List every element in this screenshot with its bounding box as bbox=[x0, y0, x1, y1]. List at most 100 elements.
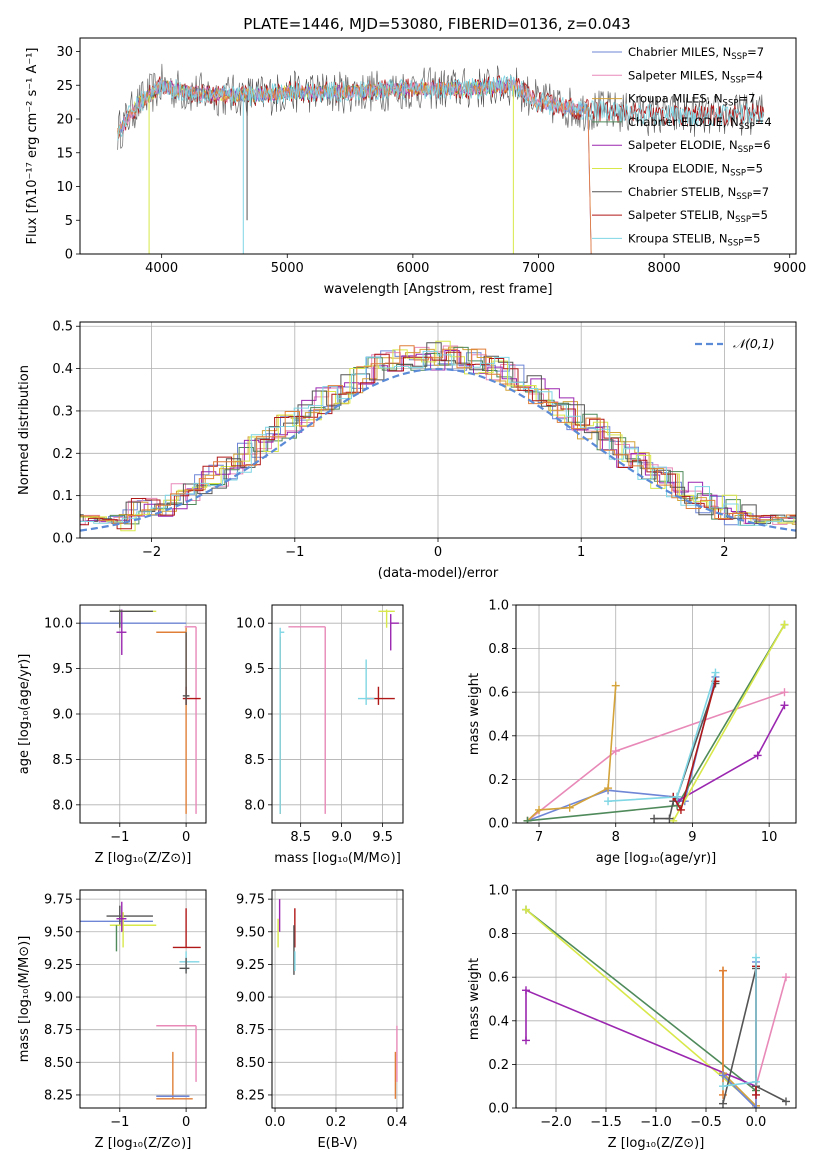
x-tick-label: 4000 bbox=[145, 261, 178, 276]
y-tick-label: 20 bbox=[56, 113, 73, 128]
weight-point-marker bbox=[719, 1099, 727, 1108]
y-axis-label: Flux [fλ10⁻¹⁷ erg cm⁻² s⁻¹ A⁻¹] bbox=[25, 48, 40, 245]
y-axis-label: Normed distribution bbox=[17, 365, 32, 495]
x-tick-label: 8000 bbox=[648, 261, 681, 276]
y-tick-label: 8.25 bbox=[236, 1088, 265, 1103]
x-tick-label: 0 bbox=[182, 1115, 190, 1130]
y-tick-label: 9.0 bbox=[244, 708, 265, 723]
y-tick-label: 9.5 bbox=[244, 662, 265, 677]
weight-point-marker bbox=[523, 816, 532, 823]
x-tick-label: 0.0 bbox=[265, 1115, 286, 1130]
y-tick-label: 9.75 bbox=[44, 893, 73, 908]
y-tick-label: 30 bbox=[56, 45, 73, 60]
weight-point-marker bbox=[522, 986, 530, 995]
x-tick-label: −2 bbox=[142, 545, 161, 560]
y-tick-label: 0.2 bbox=[488, 1058, 509, 1073]
y-tick-label: 9.0 bbox=[52, 708, 73, 723]
x-tick-label: 9000 bbox=[773, 261, 806, 276]
x-tick-label: −1 bbox=[285, 545, 304, 560]
x-tick-label: 10 bbox=[761, 830, 778, 845]
weight-point-marker bbox=[782, 1097, 790, 1106]
y-tick-label: 8.25 bbox=[44, 1088, 73, 1103]
y-tick-label: 0.4 bbox=[488, 729, 509, 744]
plot-area-weight-vs-Z bbox=[522, 905, 790, 1108]
weight-point-marker bbox=[604, 797, 613, 806]
weight-point-marker bbox=[782, 973, 790, 982]
errorbar-point bbox=[156, 1051, 193, 1100]
y-tick-label: 1.0 bbox=[488, 599, 509, 614]
y-tick-label: 10.0 bbox=[236, 617, 265, 632]
weight-point-marker bbox=[535, 805, 544, 814]
y-tick-label: 0.5 bbox=[52, 320, 73, 335]
errorbar-point bbox=[179, 957, 190, 974]
errorbar-point bbox=[378, 609, 395, 628]
weight-point-marker bbox=[611, 681, 620, 690]
x-axis-label: mass [log₁₀(M/M⊙)] bbox=[274, 851, 401, 866]
errorbar-point bbox=[172, 908, 201, 949]
x-tick-label: 9.5 bbox=[372, 830, 393, 845]
plot-area-spectrum bbox=[117, 63, 765, 254]
panel-age-vs-Z: −1 0 8.0 8.5 9.0 9.5 10.0 Z [log₁₀(Z/Z⊙)] age [l… bbox=[17, 604, 207, 866]
residual-histogram bbox=[80, 350, 796, 526]
x-tick-label: 7000 bbox=[522, 261, 555, 276]
axes-frame bbox=[515, 889, 797, 1109]
y-tick-label: 0.4 bbox=[488, 1014, 509, 1029]
x-tick-label: −1 bbox=[110, 830, 129, 845]
residual-histogram bbox=[80, 350, 796, 524]
x-axis-label: E(B-V) bbox=[317, 1136, 357, 1151]
grid-age-vs-mass bbox=[272, 605, 403, 823]
weight-point-marker bbox=[780, 688, 789, 697]
errorbar-point bbox=[116, 901, 127, 932]
weight-point-marker bbox=[780, 620, 789, 629]
y-tick-label: 8.50 bbox=[236, 1056, 265, 1071]
y-tick-label: 8.5 bbox=[244, 753, 265, 768]
weight-point-marker bbox=[711, 668, 720, 677]
y-tick-label: 0.0 bbox=[488, 1102, 509, 1117]
x-tick-label: 0.0 bbox=[746, 1115, 767, 1130]
panel-mass-vs-Z: −1 0 8.25 8.50 8.75 9.00 9.25 9.50 9.75 Z [log₁₀(… bbox=[17, 889, 207, 1151]
spectrum-line bbox=[117, 75, 765, 141]
axes-frame bbox=[79, 604, 207, 824]
y-tick-label: 15 bbox=[56, 146, 73, 161]
y-tick-label: 8.0 bbox=[52, 798, 73, 813]
y-tick-label: 0.8 bbox=[488, 927, 509, 942]
y-tick-label: 9.25 bbox=[44, 958, 73, 973]
spectrum-line bbox=[117, 63, 765, 150]
x-tick-label: 9.0 bbox=[331, 830, 352, 845]
y-tick-label: 1.0 bbox=[488, 884, 509, 899]
y-tick-label: 5 bbox=[65, 214, 73, 229]
axes-frame bbox=[79, 889, 207, 1109]
panel-weight-vs-age: 7 8 9 10 0.0 0.2 0.4 0.6 0.8 1.0 age [log₁₀(age/yr… bbox=[467, 599, 797, 866]
weight-point-marker bbox=[719, 1071, 727, 1080]
y-tick-label: 9.5 bbox=[52, 662, 73, 677]
errorbar-point bbox=[288, 626, 326, 814]
weight-point-marker bbox=[752, 1104, 760, 1108]
weight-point-marker bbox=[650, 814, 659, 823]
x-axis-label: wavelength [Angstrom, rest frame] bbox=[324, 282, 553, 297]
weight-point-marker bbox=[676, 805, 685, 814]
weight-point-marker bbox=[719, 966, 727, 975]
y-tick-label: 8.0 bbox=[244, 798, 265, 813]
x-axis-label: Z [log₁₀(Z/Z⊙)] bbox=[95, 1136, 192, 1151]
weight-series-line bbox=[525, 908, 757, 1107]
legend-entry: Salpeter ELODIE, NSSP=6 bbox=[628, 138, 771, 155]
legend-entry: Salpeter STELIB, NSSP=5 bbox=[628, 208, 768, 225]
weight-point-marker bbox=[753, 751, 762, 760]
x-axis-label: age [log₁₀(age/yr)] bbox=[596, 851, 717, 866]
charts-group: 4000 5000 6000 7000 8000 9000051015202530wave… bbox=[17, 37, 806, 1151]
x-axis-label: Z [log₁₀(Z/Z⊙)] bbox=[95, 851, 192, 866]
residual-histogram bbox=[80, 346, 796, 526]
y-tick-label: 0.4 bbox=[52, 362, 73, 377]
weight-series-line bbox=[525, 908, 757, 1092]
x-tick-label: 2 bbox=[720, 545, 728, 560]
legend-entry: Kroupa MILES, NSSP=7 bbox=[628, 92, 755, 109]
errorbar-point bbox=[279, 627, 285, 814]
weight-point-marker bbox=[673, 792, 682, 801]
y-tick-label: 0.2 bbox=[52, 447, 73, 462]
y-tick-label: 25 bbox=[56, 79, 73, 94]
y-tick-label: 9.00 bbox=[236, 991, 265, 1006]
y-tick-label: 8.75 bbox=[236, 1023, 265, 1038]
x-tick-label: 0.2 bbox=[326, 1115, 347, 1130]
errorbar-point bbox=[184, 626, 197, 814]
legend: 𝒩(0,1) bbox=[695, 336, 775, 351]
